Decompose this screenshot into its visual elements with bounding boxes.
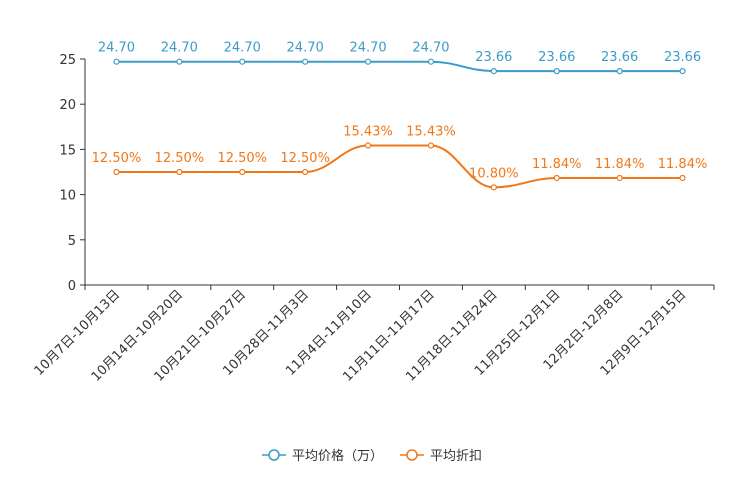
data-point[interactable] <box>302 58 309 65</box>
data-point[interactable] <box>364 58 372 65</box>
data-point[interactable] <box>113 58 120 65</box>
data-point[interactable] <box>239 58 246 65</box>
legend-marker <box>268 449 280 461</box>
y-tick-label: 15 <box>59 143 76 158</box>
data-label: 10.80% <box>469 166 519 181</box>
legend-label: 平均价格（万） <box>292 448 383 464</box>
y-tick-label: 20 <box>59 98 76 113</box>
data-label: 24.70 <box>161 41 198 56</box>
data-label: 12.50% <box>155 151 205 166</box>
data-point[interactable] <box>679 174 686 182</box>
legend-marker <box>406 449 418 461</box>
data-point[interactable] <box>176 58 183 65</box>
data-label: 24.70 <box>287 41 324 56</box>
data-label: 15.43% <box>343 125 393 140</box>
data-label: 23.66 <box>538 50 575 65</box>
data-point[interactable] <box>679 68 686 75</box>
data-label: 11.84% <box>595 157 645 172</box>
data-label: 11.84% <box>658 157 708 172</box>
data-label: 12.50% <box>217 151 267 166</box>
data-point[interactable] <box>616 174 623 182</box>
data-label: 24.70 <box>98 41 135 56</box>
data-label: 24.70 <box>412 41 449 56</box>
data-point[interactable] <box>364 142 372 149</box>
data-point[interactable] <box>490 184 497 191</box>
data-point[interactable] <box>616 68 623 75</box>
y-tick-label: 25 <box>59 53 76 68</box>
series-line-1 <box>116 144 683 189</box>
legend-item-1[interactable]: 平均折扣 <box>400 449 482 464</box>
data-point[interactable] <box>427 142 435 149</box>
data-point[interactable] <box>176 168 183 176</box>
data-point[interactable] <box>427 58 435 65</box>
y-tick-label: 5 <box>68 234 76 249</box>
axes: 051015202510月7日-10月13日10月14日-10月20日10月21… <box>32 53 715 385</box>
series-line-0 <box>116 60 683 73</box>
data-label: 24.70 <box>224 41 261 56</box>
y-tick-label: 10 <box>59 189 76 204</box>
series-layer <box>113 58 686 191</box>
data-label: 23.66 <box>475 50 512 65</box>
data-label: 15.43% <box>406 125 456 140</box>
data-label: 23.66 <box>601 50 638 65</box>
data-point[interactable] <box>553 68 560 75</box>
data-point[interactable] <box>490 68 497 75</box>
data-point[interactable] <box>302 168 309 176</box>
data-label: 24.70 <box>349 41 386 56</box>
data-point[interactable] <box>553 174 560 182</box>
data-point[interactable] <box>239 168 246 176</box>
legend-item-0[interactable]: 平均价格（万） <box>262 448 383 464</box>
data-label: 23.66 <box>664 50 701 65</box>
legend[interactable]: 平均价格（万） 平均折扣 <box>262 448 482 464</box>
data-label: 12.50% <box>280 151 330 166</box>
data-label: 12.50% <box>92 151 142 166</box>
data-label: 11.84% <box>532 157 582 172</box>
data-labels: 24.70 24.70 24.70 24.70 24.70 24.70 23.66 23.66… <box>92 41 708 182</box>
data-point[interactable] <box>113 168 120 176</box>
y-tick-label: 0 <box>68 279 76 294</box>
legend-label: 平均折扣 <box>430 449 482 464</box>
